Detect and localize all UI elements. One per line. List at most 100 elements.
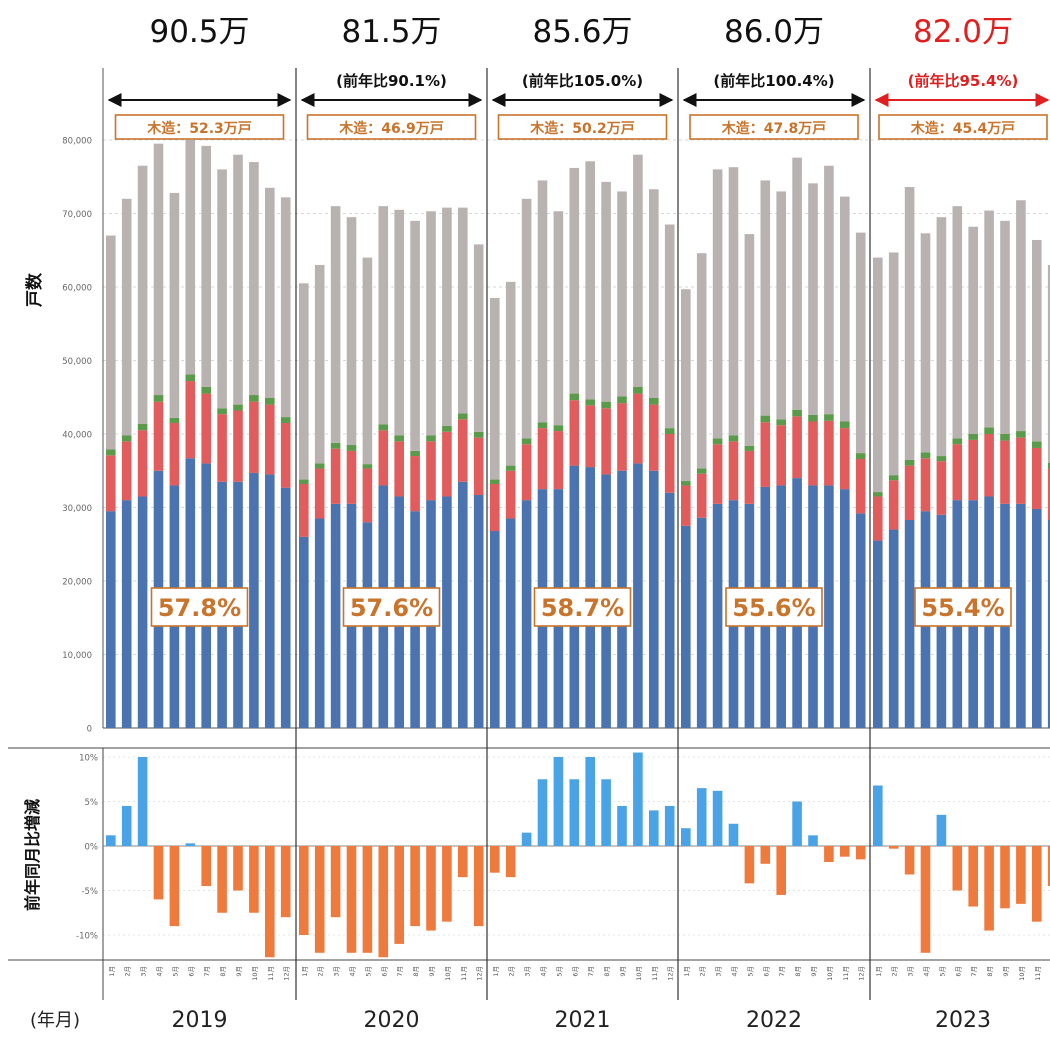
wood-share: 55.6%: [732, 594, 815, 622]
y-tick-label: 80,000: [62, 137, 92, 147]
yoy-bar: [1016, 846, 1026, 904]
bar-segment-blue: [633, 463, 643, 728]
yoy-bar: [585, 757, 595, 846]
bar-segment-gray: [633, 155, 643, 387]
bar-segment-green: [729, 435, 739, 441]
bar-segment-red: [697, 474, 707, 518]
yoy-bar: [410, 846, 420, 926]
year-yoy: (前年比105.0%): [522, 72, 643, 90]
yoy-bar: [506, 846, 516, 877]
wood-share: 57.8%: [158, 594, 241, 622]
yoy-bar: [474, 846, 484, 926]
yoy-bar: [824, 846, 834, 862]
bar-segment-gray: [106, 236, 116, 450]
bar-segment-gray: [729, 167, 739, 435]
bar-segment-green: [713, 438, 723, 444]
month-label: 5月: [746, 966, 754, 977]
bar-segment-red: [921, 458, 931, 511]
bar-segment-green: [953, 438, 963, 444]
bar-segment-gray: [233, 155, 243, 405]
sub-y-tick-label: -5%: [81, 887, 98, 897]
bar-segment-green: [681, 481, 691, 485]
yoy-bar: [745, 846, 755, 883]
year-yoy: (前年比90.1%): [336, 72, 447, 90]
bar-segment-green: [442, 426, 452, 432]
yoy-bar: [233, 846, 243, 891]
y-tick-label: 10,000: [62, 651, 92, 661]
wood-share: 57.6%: [350, 594, 433, 622]
bar-segment-gray: [856, 233, 866, 453]
month-label: 12月: [858, 966, 866, 981]
bar-segment-red: [1016, 438, 1026, 504]
bar-segment-gray: [281, 197, 291, 417]
bar-segment-green: [506, 466, 516, 471]
bar-segment-green: [154, 395, 164, 402]
month-label: 11月: [267, 966, 275, 981]
bar-segment-green: [217, 408, 227, 414]
bar-segment-green: [824, 414, 834, 421]
wood-label: 木造：52.3万戸: [146, 120, 252, 137]
bar-segment-green: [761, 416, 771, 423]
bar-segment-red: [1032, 448, 1042, 509]
yoy-bar: [249, 846, 259, 913]
month-label: 2月: [508, 966, 516, 977]
bar-segment-red: [808, 422, 818, 486]
month-label: 4月: [156, 966, 164, 977]
bar-segment-gray: [347, 217, 357, 445]
month-label: 3月: [140, 966, 148, 977]
yoy-bar: [921, 846, 931, 953]
bar-segment-gray: [458, 208, 468, 414]
bar-segment-red: [315, 469, 325, 519]
month-label: 9月: [235, 966, 243, 977]
yoy-bar: [299, 846, 309, 935]
bar-segment-green: [968, 434, 978, 440]
yoy-bar: [315, 846, 325, 953]
bar-segment-gray: [697, 253, 707, 468]
bar-segment-green: [905, 460, 915, 466]
month-label: 8月: [794, 966, 802, 977]
bar-segment-red: [792, 416, 802, 478]
bar-segment-gray: [776, 191, 786, 419]
bar-segment-blue: [122, 500, 132, 728]
yoy-bar: [889, 846, 899, 849]
bar-segment-red: [394, 441, 404, 496]
y-tick-label: 50,000: [62, 357, 92, 367]
bar-segment-red: [554, 431, 564, 489]
month-label: 6月: [571, 966, 579, 977]
yoy-bar: [713, 791, 723, 846]
bar-segment-red: [937, 461, 947, 515]
sub-y-tick-label: 0%: [85, 843, 99, 853]
bar-segment-red: [331, 449, 341, 504]
yoy-bar: [601, 779, 611, 846]
bar-segment-gray: [649, 189, 659, 398]
bar-segment-red: [585, 405, 595, 467]
yoy-bar: [522, 833, 532, 846]
bar-segment-green: [331, 443, 341, 449]
bar-segment-red: [170, 423, 180, 485]
month-label: 11月: [651, 966, 659, 981]
bar-segment-gray: [379, 206, 389, 424]
yoy-bar: [840, 846, 850, 857]
month-label: 5月: [938, 966, 946, 977]
bar-segment-gray: [570, 168, 580, 394]
month-label: 9月: [810, 966, 818, 977]
month-label: 4月: [540, 966, 548, 977]
month-label: 10月: [1018, 966, 1026, 981]
y-tick-label: 20,000: [62, 578, 92, 588]
bar-segment-green: [410, 451, 420, 456]
bar-segment-green: [873, 492, 883, 496]
bar-segment-red: [953, 444, 963, 500]
bar-segment-green: [299, 480, 309, 484]
bar-segment-blue: [106, 511, 116, 728]
bar-segment-gray: [299, 283, 309, 479]
month-label: 2月: [891, 966, 899, 977]
year-label: 2023: [935, 1008, 991, 1033]
wood-share: 55.4%: [921, 594, 1004, 622]
bar-segment-gray: [840, 197, 850, 422]
bar-segment-red: [347, 451, 357, 504]
year-total: 86.0万: [724, 14, 824, 50]
yoy-bar: [122, 806, 132, 846]
month-label: 9月: [619, 966, 627, 977]
